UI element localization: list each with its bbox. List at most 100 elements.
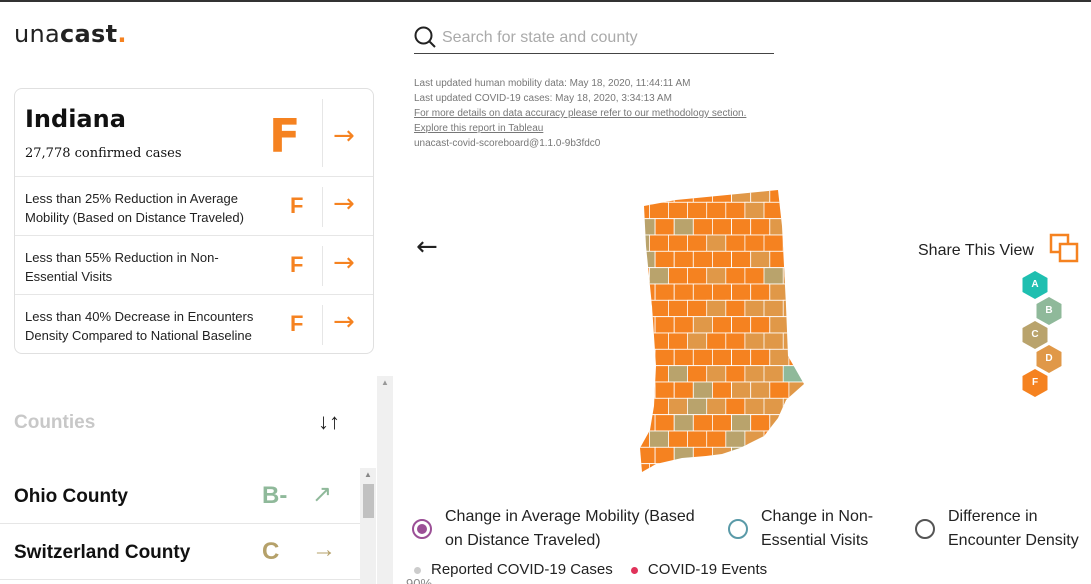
county-shape xyxy=(687,463,710,472)
county-shape xyxy=(788,190,804,203)
county-shape xyxy=(712,414,732,432)
methodology-link[interactable]: For more details on data accuracy please… xyxy=(414,108,747,119)
county-shape xyxy=(687,332,710,350)
county-shape xyxy=(654,446,675,464)
radio-button[interactable] xyxy=(412,519,432,539)
county-shape xyxy=(668,463,691,472)
scrollbar-thumb[interactable] xyxy=(363,484,374,518)
county-row[interactable]: Switzerland County C → xyxy=(0,524,360,580)
county-shape xyxy=(769,414,790,432)
county-shape xyxy=(654,316,675,334)
county-shape xyxy=(640,250,656,269)
county-shape xyxy=(654,414,675,432)
share-icon[interactable] xyxy=(1049,233,1079,263)
county-trend-arrow-icon[interactable]: → xyxy=(312,536,336,563)
county-shape xyxy=(763,201,787,219)
county-shape xyxy=(706,463,730,472)
county-shape xyxy=(654,218,675,236)
search-input[interactable] xyxy=(442,27,762,49)
county-shape xyxy=(725,267,749,285)
county-shape xyxy=(712,348,732,367)
county-shape xyxy=(763,430,787,448)
county-shape xyxy=(692,381,713,399)
county-shape xyxy=(750,250,771,269)
county-shape xyxy=(673,381,694,399)
metric-arrow-icon[interactable]: → xyxy=(333,248,355,278)
metric-label: Less than 55% Reduction in Non-Essential… xyxy=(25,250,219,284)
county-shape xyxy=(725,365,749,383)
county-shape xyxy=(692,316,713,334)
metric-row-visits[interactable]: Less than 55% Reduction in Non-Essential… xyxy=(15,236,373,295)
search-icon[interactable] xyxy=(414,26,436,48)
county-shape xyxy=(640,332,653,350)
metric-arrow-icon[interactable]: → xyxy=(333,307,355,337)
county-shape xyxy=(654,381,675,399)
radio-button[interactable] xyxy=(915,519,935,539)
scroll-up-icon[interactable]: ▲ xyxy=(364,470,372,479)
county-list-scrollbar[interactable]: ▲ xyxy=(360,468,376,584)
back-arrow-icon[interactable]: ← xyxy=(416,232,438,262)
county-shape xyxy=(725,332,749,350)
cases-dot-icon xyxy=(414,566,421,574)
county-shape xyxy=(687,397,710,416)
metric-row-encounters[interactable]: Less than 40% Decrease in Encounters Den… xyxy=(15,295,373,354)
county-shape xyxy=(782,201,804,219)
metric-row-mobility[interactable]: Less than 25% Reduction in Average Mobil… xyxy=(15,177,373,236)
state-details-arrow-icon[interactable]: → xyxy=(333,121,355,151)
radio-button[interactable] xyxy=(728,519,748,539)
county-shape xyxy=(731,190,752,203)
county-shape xyxy=(763,234,787,252)
view-option-label: Change in Average Mobility (Based on Dist… xyxy=(445,508,695,549)
county-shape xyxy=(654,250,675,269)
county-shape xyxy=(782,332,804,350)
county-list: Ohio County B- ↗ Switzerland County C → … xyxy=(0,468,376,584)
county-shape xyxy=(744,463,768,472)
county-shape xyxy=(788,283,804,301)
grade-hex-d: D xyxy=(1034,344,1064,374)
county-shape xyxy=(788,348,804,367)
version-text: unacast-covid-scoreboard@1.1.0-9b3fdc0 xyxy=(414,138,601,149)
county-shape xyxy=(673,190,694,203)
county-shape xyxy=(750,446,771,464)
state-name: Indiana xyxy=(25,105,126,133)
county-shape xyxy=(788,316,804,334)
map-legend: Reported COVID-19 Cases COVID-19 Events xyxy=(414,561,767,578)
metric-grade: F xyxy=(290,252,304,277)
county-trend-arrow-icon[interactable]: ↗ xyxy=(312,481,333,508)
county-shape xyxy=(692,250,713,269)
tableau-link[interactable]: Explore this report in Tableau xyxy=(414,123,544,134)
county-shape xyxy=(687,234,710,252)
panel-scrollbar[interactable]: ▲ xyxy=(377,376,393,584)
county-shape xyxy=(782,234,804,252)
county-shape xyxy=(712,446,732,464)
view-option-label: Difference in Encounter Density xyxy=(948,508,1079,549)
events-dot-icon xyxy=(630,566,638,574)
county-shape xyxy=(692,414,713,432)
indiana-county-map[interactable] xyxy=(636,186,808,480)
county-shape xyxy=(687,365,710,383)
county-shape xyxy=(648,463,672,472)
county-shape xyxy=(782,365,804,383)
county-shape xyxy=(782,397,804,416)
county-shape xyxy=(673,283,694,301)
cases-legend-label: Reported COVID-19 Cases xyxy=(431,561,613,578)
scroll-up-icon[interactable]: ▲ xyxy=(381,378,389,387)
county-shape xyxy=(769,190,790,203)
share-view-label[interactable]: Share This View xyxy=(918,242,1034,259)
county-shape xyxy=(640,446,656,464)
unacast-logo[interactable]: unacast. xyxy=(14,20,127,48)
metric-arrow-icon[interactable]: → xyxy=(333,189,355,219)
county-shape xyxy=(640,283,656,301)
county-shape xyxy=(673,218,694,236)
metric-grade: F xyxy=(290,311,304,336)
county-row[interactable]: Ohio County B- ↗ xyxy=(0,468,360,524)
county-shape xyxy=(692,190,713,203)
county-shape xyxy=(725,397,749,416)
county-shape xyxy=(673,250,694,269)
counties-panel: Counties ↓↑ ▲ Ohio County B- ↗ Switzerla… xyxy=(0,376,393,584)
sort-icon[interactable]: ↓↑ xyxy=(318,409,340,434)
county-shape xyxy=(769,283,790,301)
county-shape xyxy=(640,190,656,203)
events-legend-label: COVID-19 Events xyxy=(647,561,768,578)
